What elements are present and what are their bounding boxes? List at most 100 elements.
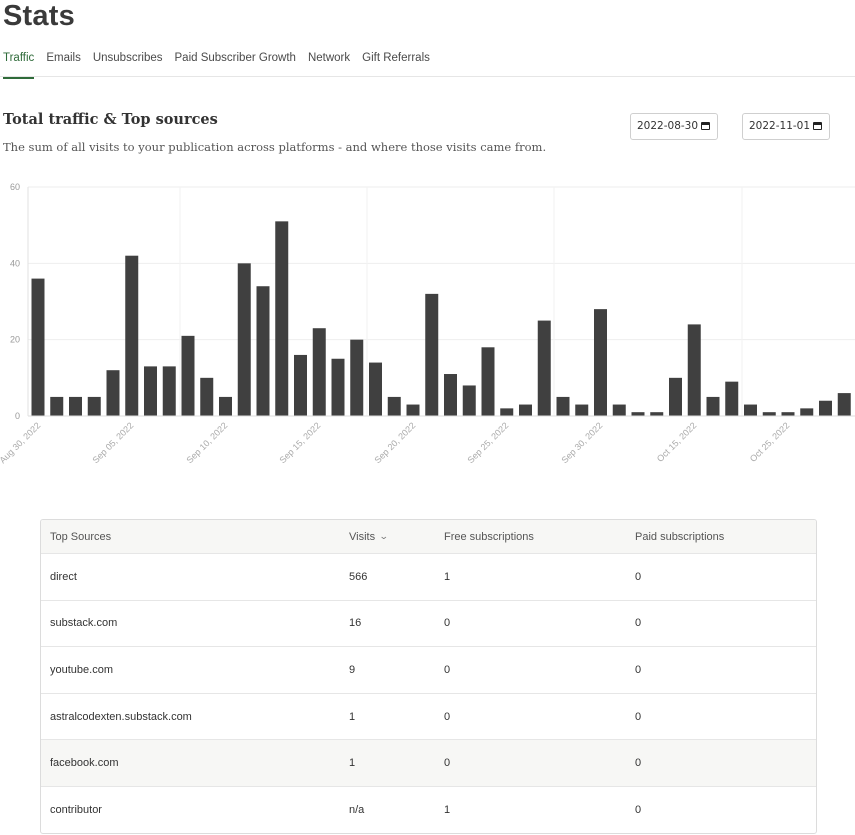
bar [237, 263, 251, 416]
column-header-visits[interactable]: Visits ⌄ [349, 520, 389, 553]
end-date-input[interactable]: 2022-11-01 [742, 113, 830, 140]
free-subscriptions-cell: 1 [444, 803, 451, 816]
tab-unsubscribes[interactable]: Unsubscribes [92, 52, 163, 64]
bar [444, 374, 457, 416]
visits-cell: n/a [349, 803, 365, 816]
tab-gift-referrals[interactable]: Gift Referrals [362, 52, 430, 64]
top-sources-table: Top Sources Visits ⌄ Free subscriptions … [40, 519, 817, 834]
bar [537, 320, 551, 416]
paid-subscriptions-cell: 0 [635, 803, 642, 816]
y-tick-label: 0 [15, 411, 20, 421]
calendar-icon[interactable] [701, 122, 710, 130]
x-tick-label: Aug 30, 2022 [0, 420, 42, 465]
bar [575, 404, 589, 416]
bar [669, 377, 682, 416]
bar [162, 366, 176, 416]
column-header-free: Free subscriptions [444, 530, 534, 543]
x-tick-label: Oct 15, 2022 [655, 420, 699, 464]
bar [125, 255, 139, 416]
bar [106, 370, 120, 416]
bar [219, 396, 232, 416]
section-title: Total traffic & Top sources [3, 111, 218, 128]
bar [406, 404, 420, 416]
y-tick-label: 60 [10, 182, 20, 192]
bar [387, 396, 401, 416]
calendar-icon[interactable] [813, 122, 822, 130]
free-subscriptions-cell: 0 [444, 757, 451, 770]
table-row: facebook.com 1 0 0 [41, 739, 816, 786]
x-tick-label: Sep 25, 2022 [465, 420, 510, 465]
paid-subscriptions-cell: 0 [635, 570, 642, 583]
bar [481, 347, 495, 416]
source-cell: contributor [50, 803, 102, 816]
bar [687, 324, 701, 416]
bar [519, 404, 532, 416]
column-header-source: Top Sources [50, 530, 112, 543]
y-tick-label: 40 [10, 258, 20, 268]
source-cell: facebook.com [50, 757, 119, 770]
bar [350, 339, 364, 416]
visits-cell: 1 [349, 710, 356, 723]
bar [425, 293, 439, 416]
visits-cell: 9 [349, 663, 356, 676]
end-date-value: 2022-11-01 [749, 120, 811, 132]
section-description: The sum of all visits to your publicatio… [3, 140, 547, 154]
start-date-input[interactable]: 2022-08-30 [630, 113, 718, 140]
start-date-value: 2022-08-30 [637, 120, 699, 132]
x-tick-label: Sep 20, 2022 [372, 420, 417, 465]
bar [500, 408, 514, 416]
paid-subscriptions-cell: 0 [635, 617, 642, 630]
bar [631, 412, 645, 416]
y-tick-label: 20 [10, 335, 20, 345]
visits-cell: 566 [349, 570, 368, 583]
bar [837, 393, 851, 416]
tab-traffic[interactable]: Traffic [3, 52, 35, 79]
x-tick-label: Oct 25, 2022 [748, 420, 792, 464]
page-title: Stats [3, 0, 75, 32]
tab-emails[interactable]: Emails [46, 52, 81, 64]
bar [706, 396, 720, 416]
bar [594, 309, 607, 416]
tab-bar: Traffic Emails Unsubscribes Paid Subscri… [3, 52, 442, 79]
source-cell: substack.com [50, 617, 118, 630]
x-tick-label: Sep 30, 2022 [559, 420, 604, 465]
table-row: direct 566 1 0 [41, 553, 816, 600]
source-cell: astralcodexten.substack.com [50, 710, 192, 723]
bar [744, 404, 757, 416]
table-header-row: Top Sources Visits ⌄ Free subscriptions … [41, 520, 816, 553]
bar [725, 381, 739, 416]
bar [312, 328, 326, 416]
chevron-down-icon[interactable]: ⌄ [378, 531, 389, 541]
bar [556, 396, 570, 416]
free-subscriptions-cell: 0 [444, 710, 451, 723]
source-cell: direct [50, 570, 77, 583]
x-tick-label: Sep 10, 2022 [184, 420, 229, 465]
paid-subscriptions-cell: 0 [635, 757, 642, 770]
bar [87, 396, 101, 416]
bar [650, 412, 664, 416]
bar [800, 408, 814, 416]
bar [256, 286, 270, 416]
tabs-divider [0, 76, 855, 77]
column-header-paid: Paid subscriptions [635, 530, 725, 543]
bar [69, 396, 82, 416]
bar [369, 362, 382, 416]
bar [275, 221, 289, 416]
source-cell: youtube.com [50, 663, 113, 676]
bar [181, 335, 195, 416]
table-row: substack.com 16 0 0 [41, 599, 816, 647]
bar [294, 354, 307, 416]
bar [200, 377, 214, 416]
tab-network[interactable]: Network [307, 52, 351, 64]
bar [781, 412, 795, 416]
bar [50, 396, 64, 416]
tab-paid-subscriber-growth[interactable]: Paid Subscriber Growth [174, 52, 296, 64]
bar [762, 412, 776, 416]
bar [819, 400, 832, 416]
table-row: youtube.com 9 0 0 [41, 646, 816, 693]
free-subscriptions-cell: 0 [444, 663, 451, 676]
bar [462, 385, 476, 416]
traffic-bar-chart: 0 20 40 60 Aug 30, 2022 Sep 05, 2022 Sep 10, 2… [0, 182, 855, 465]
bar [612, 404, 626, 416]
visits-cell: 1 [349, 757, 356, 770]
